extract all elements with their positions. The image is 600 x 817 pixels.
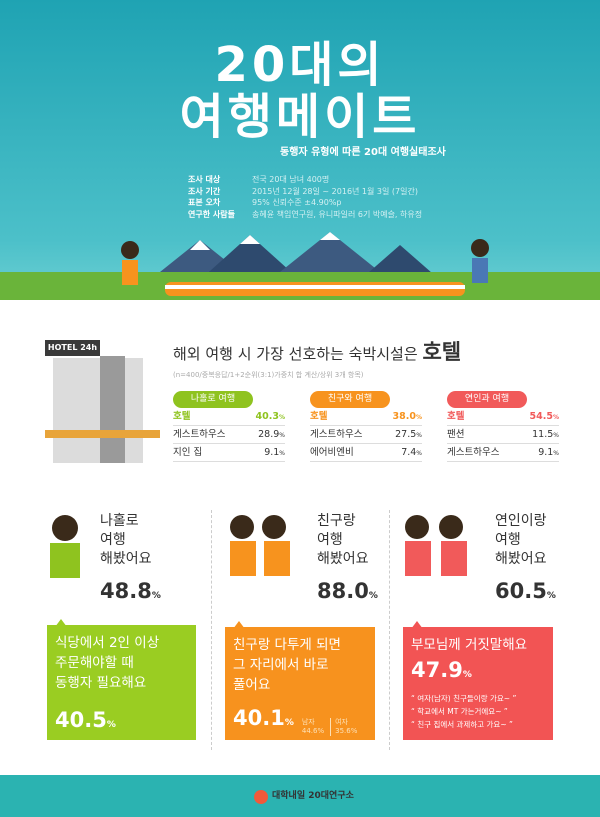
divider — [211, 510, 212, 750]
group-friends: 친구와 여행 호텔 38.0% 게스트하우스 27.5% 에어비엔비 7.4% — [310, 391, 422, 462]
quotes: “ 여자(남자) 친구들이랑 가요~ ” “ 학교에서 MT 가는거에요~ ” “ … — [411, 694, 517, 729]
couple-value: 60.5% — [495, 579, 556, 603]
table-row: 게스트하우스 27.5% — [310, 426, 422, 444]
table-row: 팬션 11.5% — [447, 426, 559, 444]
solo-box: 식당에서 2인 이상 주문해야할 때 동행자 필요해요 40.5% — [47, 619, 196, 740]
friends-illustration — [230, 515, 300, 600]
hotel-sign: HOTEL 24h — [45, 340, 100, 356]
lodging-question: 해외 여행 시 가장 선호하는 숙박시설은 호텔 — [173, 340, 462, 364]
table-row: 지인 집 9.1% — [173, 444, 285, 462]
solo-traveler-illustration — [45, 515, 85, 600]
logo-pin-icon — [254, 790, 268, 804]
subtitle: 동행자 유형에 따른 20대 여행실태조사 — [280, 147, 446, 158]
table-row: 호텔 38.0% — [310, 408, 422, 426]
friends-value: 88.0% — [317, 579, 378, 603]
divider — [389, 510, 390, 750]
solo-label: 나홀로 여행 해봤어요 — [100, 513, 152, 567]
friends-label: 친구랑 여행 해봤어요 — [317, 513, 369, 567]
hotel-illustration: HOTEL 24h — [45, 340, 160, 465]
title-line2: 여행메이트 — [179, 89, 421, 145]
title-line1: 20대의 — [214, 37, 386, 93]
couple-box: 부모님께 거짓말해요 47.9% “ 여자(남자) 친구들이랑 가요~ ” “ 학… — [403, 621, 553, 740]
solo-value: 48.8% — [100, 579, 161, 603]
survey-info: 조사 대상 전국 20대 남녀 400명 조사 기간 2015년 12월 28일 ~… — [188, 175, 423, 219]
group-couple: 연인과 여행 호텔 54.5% 팬션 11.5% 게스트하우스 9.1% — [447, 391, 559, 462]
footer: 대학내일 20대연구소 — [0, 775, 600, 817]
friends-box: 친구랑 다투게 되면 그 자리에서 바로 풀어요 40.1% 남자 44.6% 여자 3… — [225, 621, 375, 740]
couple-label: 연인이랑 여행 해봤어요 — [495, 513, 547, 567]
lodging-note: (n=400/중복응답/1+2순위(3:1)가중치 합 계산/상위 3개 항목) — [173, 371, 364, 379]
table-row: 에어비엔비 7.4% — [310, 444, 422, 462]
table-row: 게스트하우스 9.1% — [447, 444, 559, 462]
group-solo: 나홀로 여행 호텔 40.3% 게스트하우스 28.9% 지인 집 9.1% — [173, 391, 285, 462]
couple-illustration — [405, 515, 480, 600]
lodging-answer: 호텔 — [422, 340, 462, 364]
table-row: 게스트하우스 28.9% — [173, 426, 285, 444]
mountains-train-illustration — [0, 232, 600, 300]
table-row: 호텔 54.5% — [447, 408, 559, 426]
hero-banner: 20대의 여행메이트 동행자 유형에 따른 20대 여행실태조사 조사 대상 전국… — [0, 0, 600, 300]
table-row: 호텔 40.3% — [173, 408, 285, 426]
footer-logo: 대학내일 20대연구소 — [272, 791, 354, 801]
